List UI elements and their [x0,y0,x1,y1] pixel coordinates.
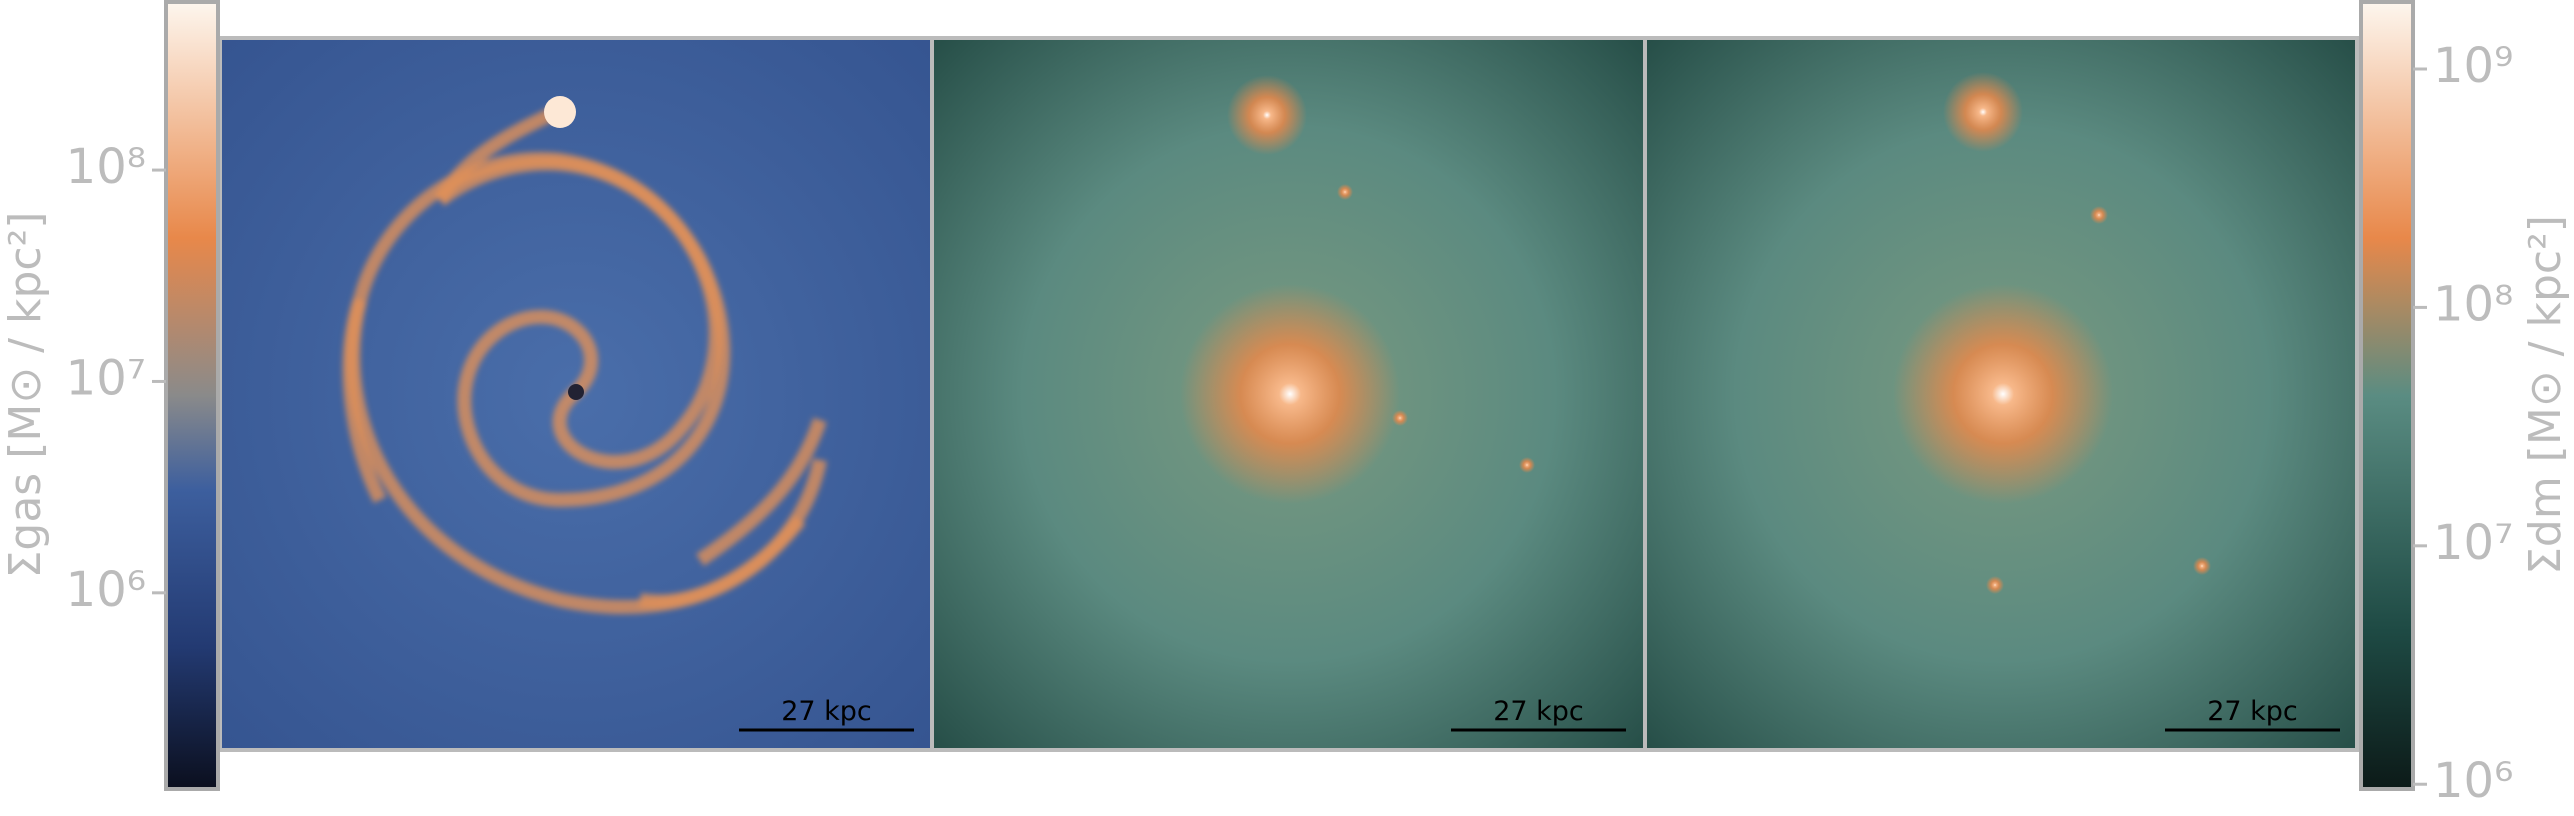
colorbar [2359,0,2415,791]
tick-label: 10⁶ [66,562,146,618]
scale-bar-label: 27 kpc [781,696,872,727]
scale-bar-label: 27 kpc [2207,696,2298,727]
scale-bar-label: 27 kpc [1493,696,1584,727]
dm-panel [934,38,1643,750]
tick-label: 10⁹ [2433,38,2513,94]
dm-panel [1647,38,2357,750]
tick-label: 10⁸ [2433,276,2513,332]
tick-label: 10⁷ [66,350,146,406]
tick-label: 10⁸ [66,139,146,195]
colorbar [164,0,220,791]
gas-panel [220,38,931,750]
tick-label: 10⁶ [2433,753,2513,809]
colorbar-label: Σdm [M⊙ / kpc²] [2520,215,2571,575]
colorbar-label: Σgas [M⊙ / kpc²] [0,212,51,579]
tick-label: 10⁷ [2433,515,2513,571]
